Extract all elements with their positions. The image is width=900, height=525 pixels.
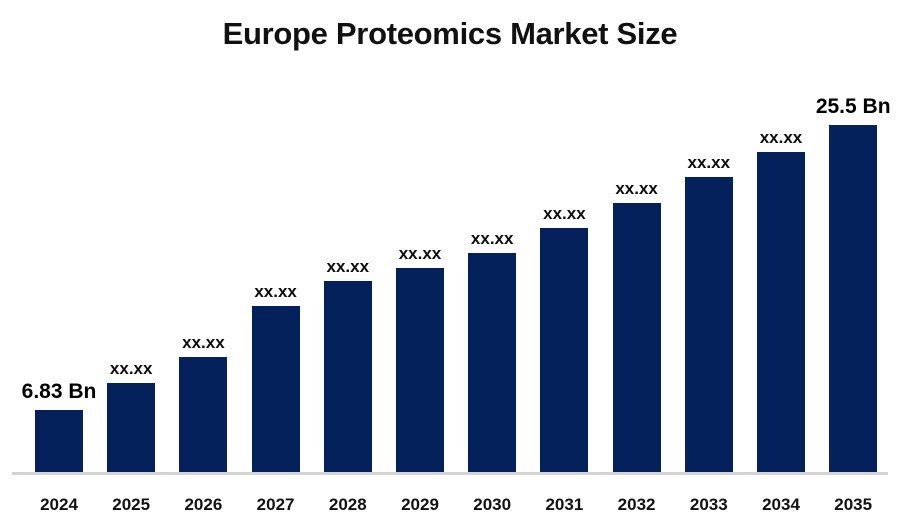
x-axis-line (12, 472, 888, 475)
bar-2026[interactable] (179, 357, 228, 472)
x-axis-label-2033: 2033 (689, 495, 728, 514)
bar-value-label-2031: xx.xx (543, 204, 586, 223)
bar-2033[interactable] (684, 177, 733, 472)
bar-value-label-2033: xx.xx (687, 153, 731, 172)
x-axis-label-2026: 2026 (184, 495, 223, 514)
bar-value-label-2034: xx.xx (759, 128, 803, 147)
x-axis-label-2024: 2024 (40, 495, 78, 514)
bar-2034[interactable] (757, 152, 805, 472)
x-axis-label-2028: 2028 (328, 495, 367, 514)
bar-2031[interactable] (540, 228, 589, 472)
bar-value-label-2027: xx.xx (254, 282, 297, 301)
bar-2032[interactable] (612, 203, 661, 472)
bar-value-label-2029: xx.xx (398, 244, 442, 263)
x-axis-label-2029: 2029 (401, 495, 439, 514)
bar-value-label-2032: xx.xx (615, 179, 658, 198)
x-axis-label-2035: 2035 (834, 495, 873, 514)
bar-2024[interactable] (35, 410, 83, 472)
bar-2030[interactable] (468, 253, 517, 472)
x-axis-label-2030: 2030 (473, 495, 512, 514)
bar-value-label-2025: xx.xx (109, 359, 153, 378)
bar-value-label-2024: 6.83 Bn (21, 380, 97, 403)
bar-2029[interactable] (396, 268, 444, 472)
x-axis-label-2027: 2027 (256, 495, 295, 514)
bar-value-label-2026: xx.xx (182, 333, 225, 352)
x-axis-label-2031: 2031 (545, 495, 584, 514)
bar-value-label-2028: xx.xx (326, 257, 370, 276)
x-axis-label-2032: 2032 (617, 495, 656, 514)
x-axis-label-2025: 2025 (112, 495, 151, 514)
bar-2027[interactable] (251, 306, 300, 472)
bar-value-label-2030: xx.xx (470, 229, 514, 248)
bar-2025[interactable] (107, 383, 156, 472)
bar-2028[interactable] (323, 281, 372, 472)
chart-title: Europe Proteomics Market Size (222, 16, 678, 51)
x-axis-label-2034: 2034 (762, 495, 800, 514)
bar-value-label-2035: 25.5 Bn (815, 95, 891, 118)
bar-2035[interactable] (829, 125, 878, 472)
